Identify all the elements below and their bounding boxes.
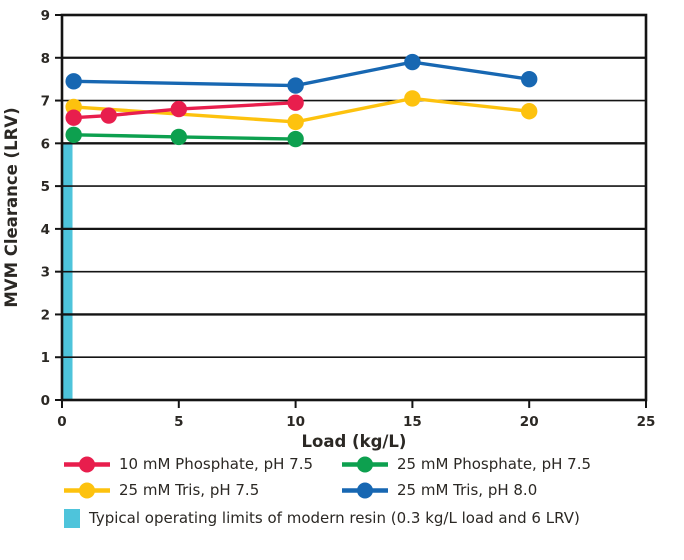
x-tick-label: 20: [520, 414, 539, 430]
y-tick-label: 3: [41, 265, 50, 281]
legend-label: 10 mM Phosphate, pH 7.5: [119, 455, 314, 473]
legend-series-grid: 10 mM Phosphate, pH 7.5 25 mM Phosphate,…: [64, 454, 684, 501]
x-axis: 0 5 10 15 20 25: [57, 400, 655, 430]
series-2: [65, 126, 304, 148]
data-point: [287, 77, 304, 94]
legend-item-10mm-phosphate-ph7-5: 10 mM Phosphate, pH 7.5: [64, 454, 342, 475]
y-tick-label: 4: [41, 222, 50, 238]
x-tick-label: 0: [57, 414, 66, 430]
data-point: [65, 109, 82, 126]
plot-border: [60, 13, 648, 402]
x-tick-label: 5: [174, 414, 183, 430]
x-axis-title: Load (kg/L): [302, 432, 407, 451]
y-tick-label: 0: [41, 393, 50, 409]
line-marker-icon: [342, 481, 388, 500]
legend-item-25mm-tris-ph7-5: 25 mM Tris, pH 7.5: [64, 480, 342, 501]
legend-label: 25 mM Phosphate, pH 7.5: [397, 455, 592, 473]
data-point: [65, 73, 82, 90]
data-point: [287, 94, 304, 111]
data-point: [65, 126, 82, 143]
data-point: [100, 107, 117, 124]
x-tick-label: 10: [286, 414, 305, 430]
data-point: [404, 53, 421, 71]
line-marker-icon: [342, 455, 388, 474]
series-4: [65, 53, 538, 94]
data-point: [521, 70, 538, 88]
y-tick-label: 2: [41, 307, 50, 323]
x-tick-label: 15: [403, 414, 422, 430]
mvm-clearance-chart: 0 1 2 3 4 5 6 7 8 9 0 5 10 15 20 25 Load (kg/L) MVM Clear…: [2, 8, 655, 451]
data-point: [170, 128, 187, 146]
line-marker-icon: [64, 481, 110, 500]
y-tick-label: 9: [41, 8, 50, 24]
legend-label: 25 mM Tris, pH 8.0: [397, 481, 538, 499]
y-tick-label: 5: [41, 179, 50, 195]
legend-label: Typical operating limits of modern resin…: [89, 509, 580, 527]
y-tick-label: 6: [41, 136, 50, 152]
line-marker-icon: [64, 455, 110, 474]
data-point: [404, 90, 421, 107]
y-axis: 0 1 2 3 4 5 6 7 8 9: [41, 8, 62, 409]
legend-item-25mm-tris-ph8-0: 25 mM Tris, pH 8.0: [342, 480, 684, 501]
series-1: [65, 94, 304, 126]
chart-legend: 10 mM Phosphate, pH 7.5 25 mM Phosphate,…: [0, 452, 684, 529]
x-tick-label: 25: [637, 414, 656, 430]
operating-limit-swatch-icon: [64, 509, 80, 528]
legend-label: 25 mM Tris, pH 7.5: [119, 481, 260, 499]
y-tick-label: 8: [41, 51, 50, 67]
y-axis-title: MVM Clearance (LRV): [2, 107, 21, 307]
y-tick-label: 1: [41, 350, 50, 366]
y-tick-label: 7: [41, 94, 50, 110]
data-point: [287, 130, 304, 148]
data-point: [170, 100, 187, 118]
legend-item-25mm-phosphate-ph7-5: 25 mM Phosphate, pH 7.5: [342, 454, 684, 475]
gridlines: [62, 56, 646, 359]
legend-item-operating-limits: Typical operating limits of modern resin…: [64, 508, 684, 529]
series-3: [65, 90, 538, 131]
data-point: [521, 103, 538, 120]
data-point: [287, 113, 304, 131]
